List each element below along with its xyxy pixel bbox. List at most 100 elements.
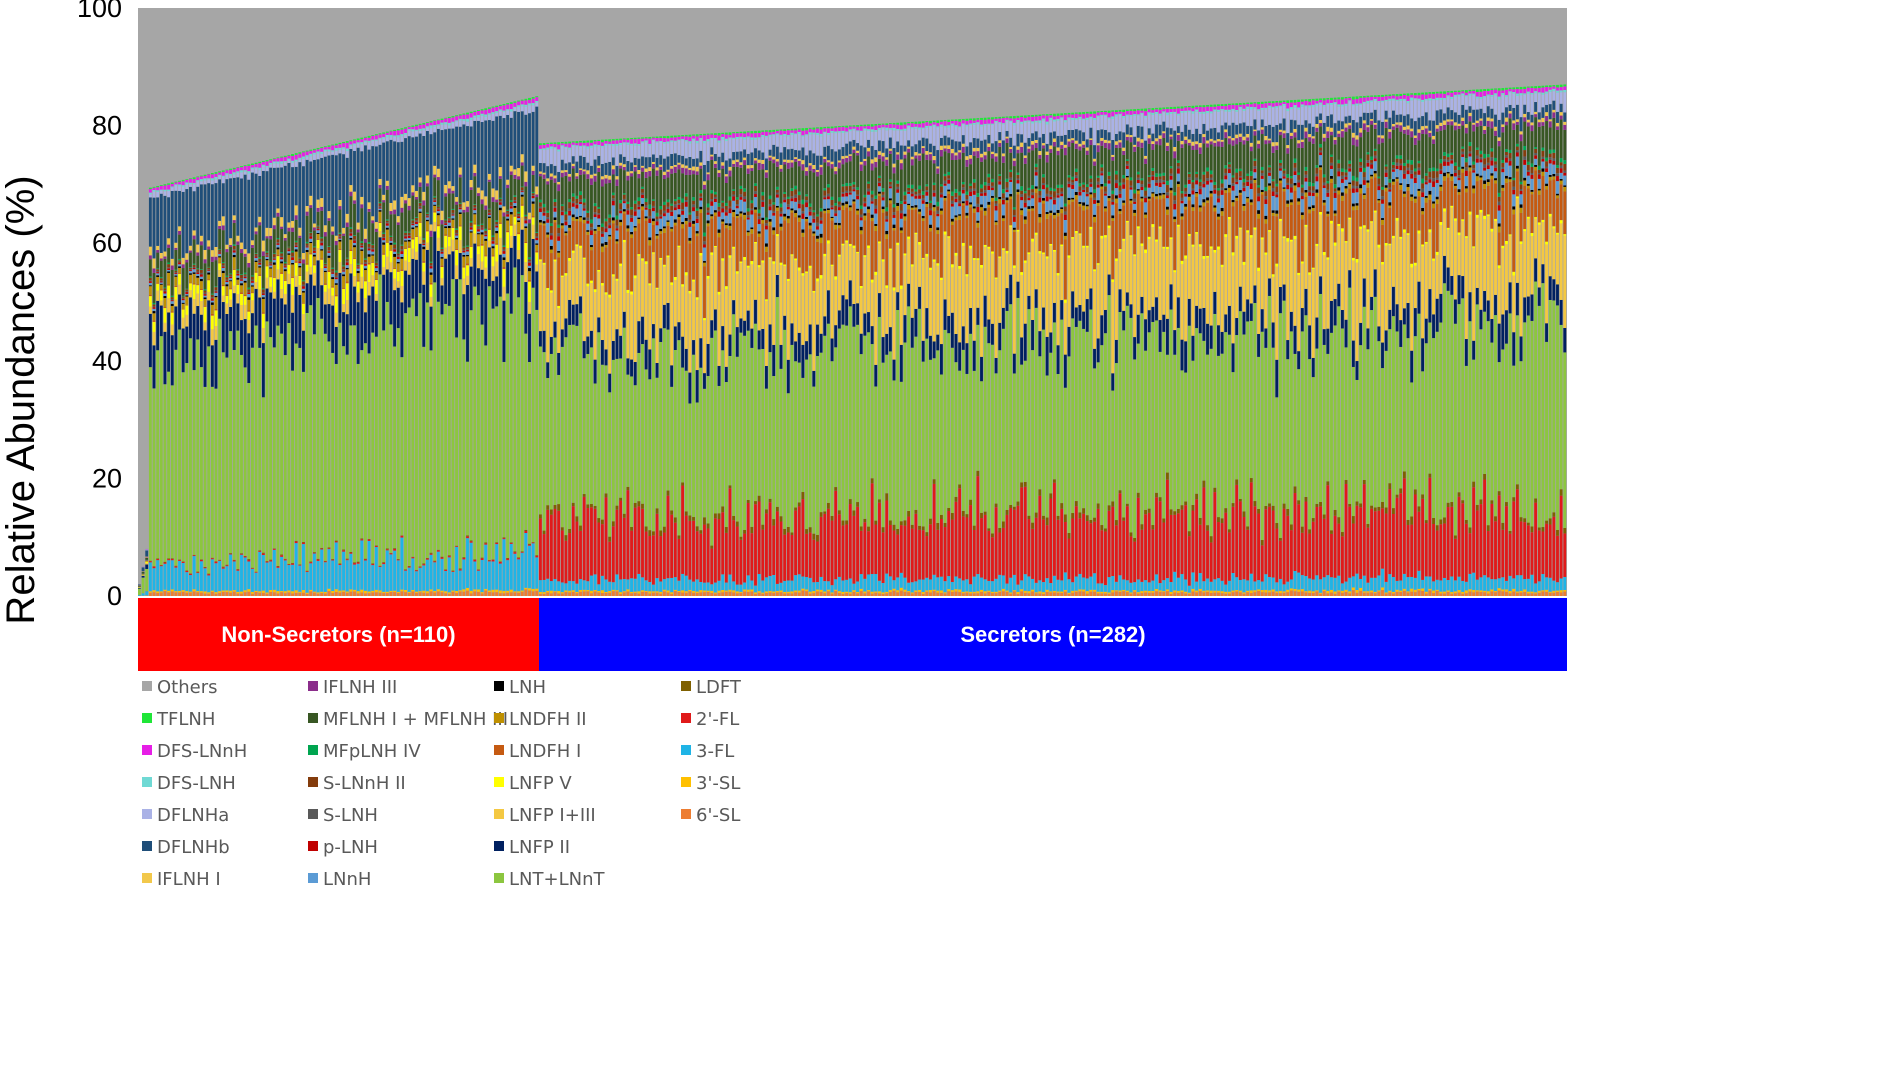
bar-segment (181, 561, 185, 562)
bar-segment (378, 207, 382, 209)
bar-segment (823, 199, 827, 209)
bar-segment (458, 118, 462, 121)
bar-segment (703, 133, 706, 136)
bar-segment (298, 261, 302, 264)
bar-segment (626, 225, 630, 229)
bar-segment (641, 194, 644, 199)
bar-segment (735, 273, 739, 328)
bar-segment (586, 504, 590, 509)
bar-segment (509, 247, 513, 314)
bar-segment (466, 212, 469, 246)
bar-segment (670, 154, 674, 166)
bar-segment (699, 255, 703, 339)
bar-segment (641, 590, 644, 592)
bar-segment (775, 130, 779, 134)
bar-segment (407, 235, 411, 239)
bar-segment (721, 512, 725, 575)
bar-segment (593, 203, 597, 207)
y-axis-title-group: Relative Abundances (%) (0, 175, 43, 624)
bar-segment (466, 126, 469, 202)
bar-segment (342, 271, 345, 275)
bar-segment (305, 159, 309, 206)
bar-segment (775, 210, 779, 235)
bar-segment (728, 223, 732, 226)
bar-segment (502, 259, 506, 268)
bar-segment (670, 203, 674, 206)
bar-segment (641, 260, 644, 317)
bar-segment (819, 220, 823, 224)
bar-segment (327, 246, 331, 251)
bar-segment (786, 580, 790, 592)
bar-segment (316, 233, 320, 240)
bar-segment (630, 138, 633, 140)
bar-segment (411, 192, 415, 196)
bar-segment (469, 187, 473, 190)
bar-segment (203, 250, 207, 260)
bar-segment (549, 593, 553, 596)
bar-segment (644, 168, 648, 172)
bar-segment (717, 135, 721, 141)
bar-segment (385, 242, 389, 257)
bar-segment (502, 103, 506, 106)
bar-segment (754, 585, 757, 593)
bar-segment (378, 137, 382, 139)
bar-segment (272, 167, 276, 218)
bar-segment (531, 98, 535, 104)
bar-segment (790, 130, 794, 133)
bar-segment (309, 591, 313, 596)
bar-segment (447, 593, 451, 596)
bar-segment (677, 214, 681, 218)
bar-segment (396, 142, 400, 217)
bar-segment (684, 515, 688, 576)
bar-stack (498, 104, 502, 596)
bar-segment (389, 131, 393, 136)
bar-segment (575, 325, 579, 517)
bar-segment (207, 574, 211, 576)
bar-segment (407, 136, 411, 199)
bar-segment (797, 592, 801, 596)
bar-segment (641, 503, 644, 509)
bar-segment (247, 289, 251, 292)
bar-segment (644, 531, 648, 581)
bar-segment (364, 280, 367, 282)
bar-segment (739, 137, 743, 152)
bar-segment (553, 175, 557, 179)
bar-segment (291, 260, 294, 263)
bar-segment (754, 160, 757, 164)
bar-segment (367, 211, 371, 242)
bar-segment (684, 199, 688, 203)
bar-segment (415, 591, 418, 593)
bar-segment (633, 231, 637, 276)
bar-segment (703, 244, 706, 248)
bar-segment (750, 347, 754, 527)
bar-segment (506, 184, 510, 189)
bar-segment (754, 139, 757, 149)
bar-segment (703, 135, 706, 141)
bar-segment (396, 255, 400, 257)
bar-segment (673, 201, 677, 205)
bar-segment (484, 255, 488, 257)
bar-segment (662, 232, 666, 265)
bar-segment (805, 134, 808, 136)
bar-segment (542, 330, 546, 353)
bar-segment (695, 210, 699, 217)
bar-segment (717, 365, 721, 386)
bar-segment (309, 207, 313, 233)
bar-segment (411, 589, 415, 592)
bar-segment (174, 182, 178, 185)
bar-segment (622, 209, 626, 212)
bar-segment (181, 591, 185, 596)
bar-segment (586, 146, 590, 149)
bar-segment (560, 172, 564, 178)
bar-segment (772, 202, 776, 205)
bar-segment (272, 347, 276, 549)
bar-segment (356, 142, 360, 144)
bar-segment (236, 172, 240, 178)
bar-segment (323, 561, 327, 563)
bar-segment (469, 540, 473, 542)
bar-segment (622, 211, 626, 214)
bar-segment (524, 216, 528, 219)
bar-segment (356, 273, 360, 281)
bar-segment (232, 174, 236, 178)
bar-stack (433, 120, 437, 596)
